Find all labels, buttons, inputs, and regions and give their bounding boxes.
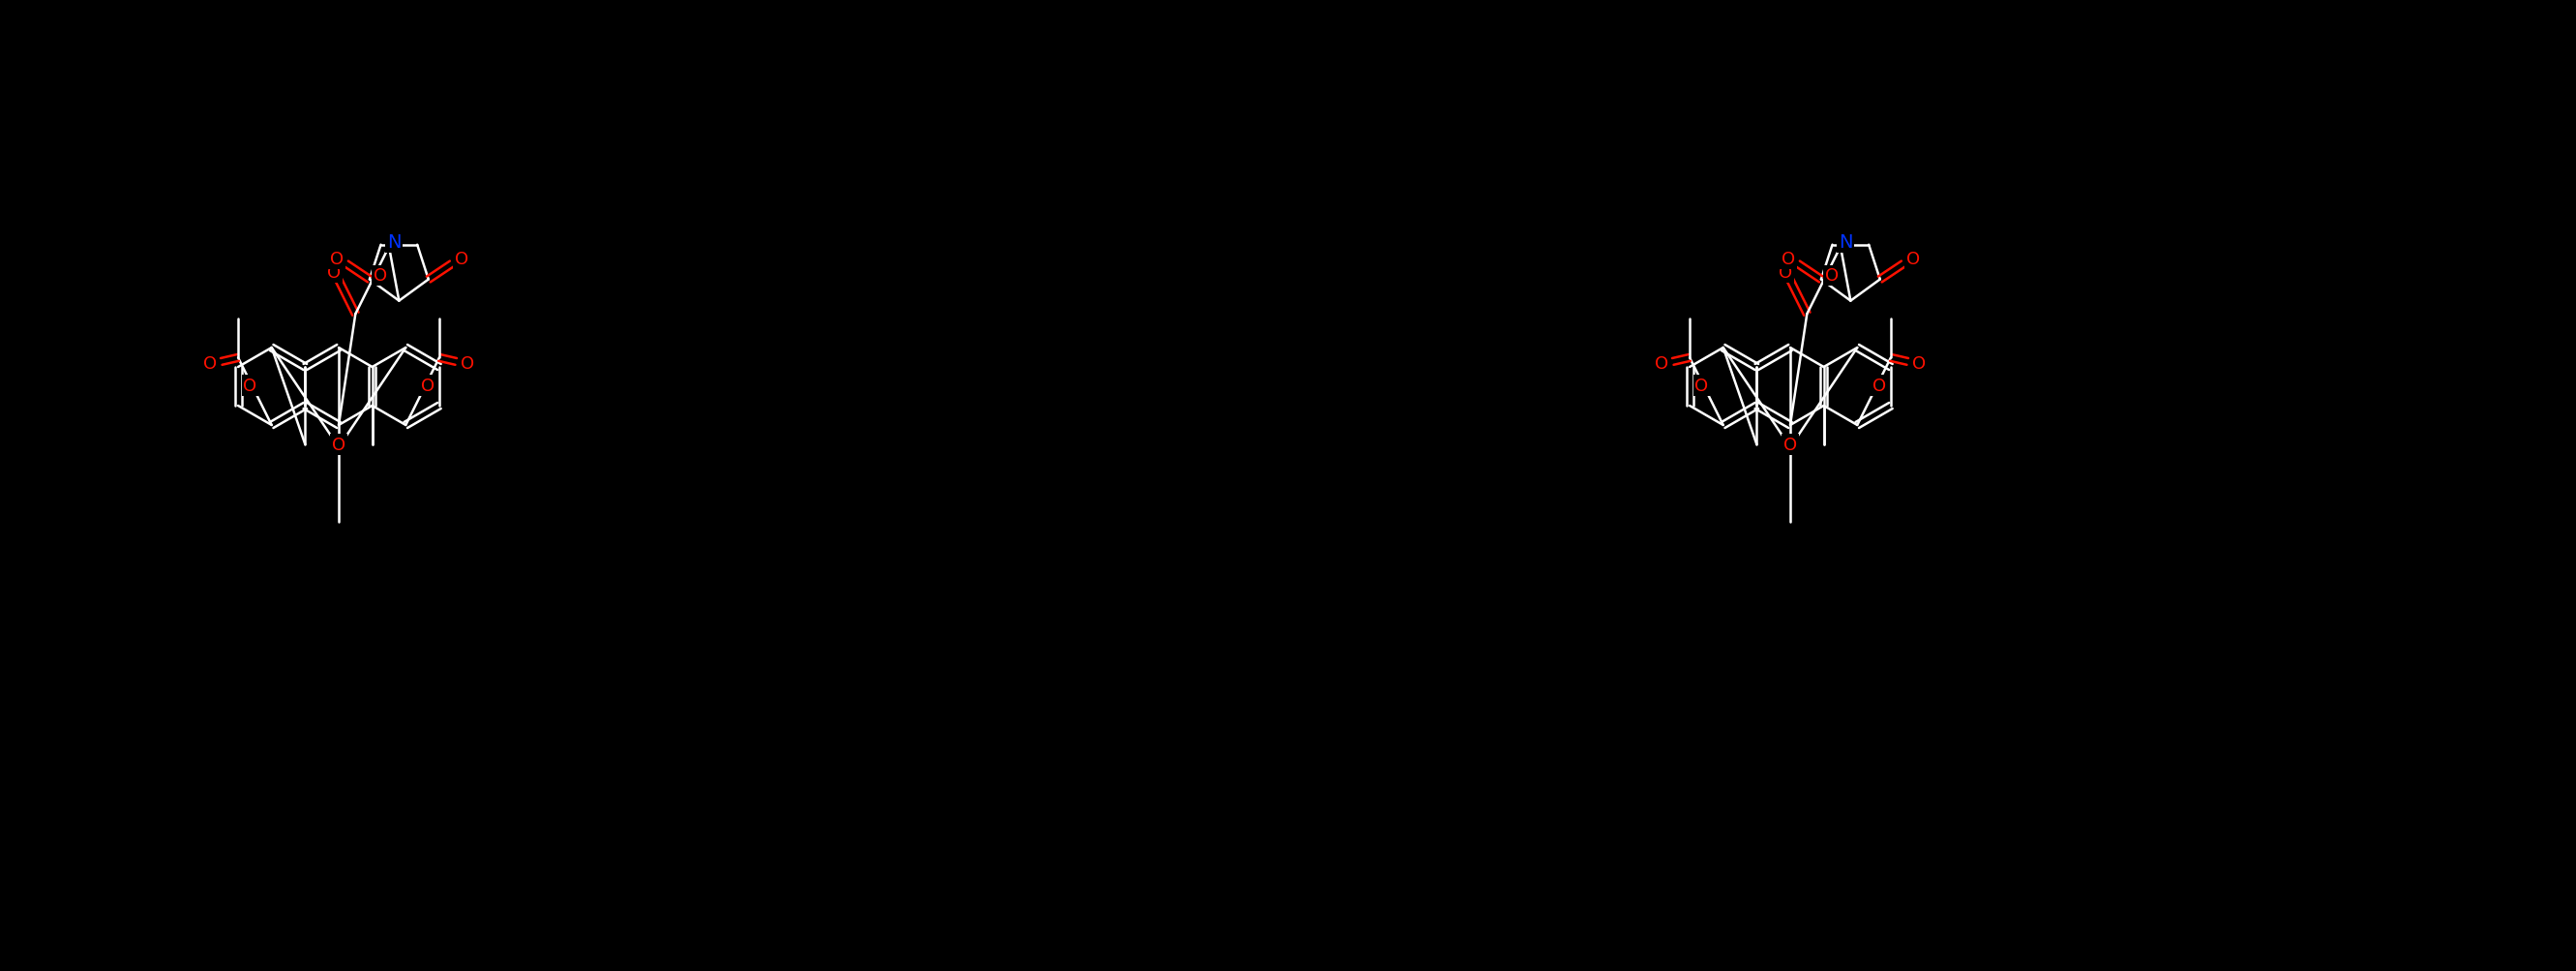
Text: O: O: [374, 267, 386, 285]
Text: O: O: [1695, 378, 1708, 395]
Text: O: O: [453, 251, 469, 268]
Text: O: O: [330, 251, 343, 268]
Text: O: O: [1906, 251, 1919, 268]
Text: O: O: [461, 355, 474, 373]
Text: O: O: [1654, 355, 1669, 373]
Text: O: O: [1777, 264, 1793, 282]
Text: O: O: [1911, 355, 1927, 373]
Text: O: O: [327, 264, 340, 282]
Text: O: O: [1783, 251, 1795, 268]
Text: N: N: [1839, 233, 1852, 251]
Text: O: O: [1873, 378, 1886, 395]
Text: N: N: [386, 233, 402, 251]
Text: O: O: [1824, 267, 1839, 285]
Text: O: O: [204, 355, 216, 373]
Text: O: O: [332, 436, 345, 453]
Text: O: O: [242, 378, 258, 395]
Text: O: O: [420, 378, 435, 395]
Text: O: O: [1783, 436, 1798, 453]
